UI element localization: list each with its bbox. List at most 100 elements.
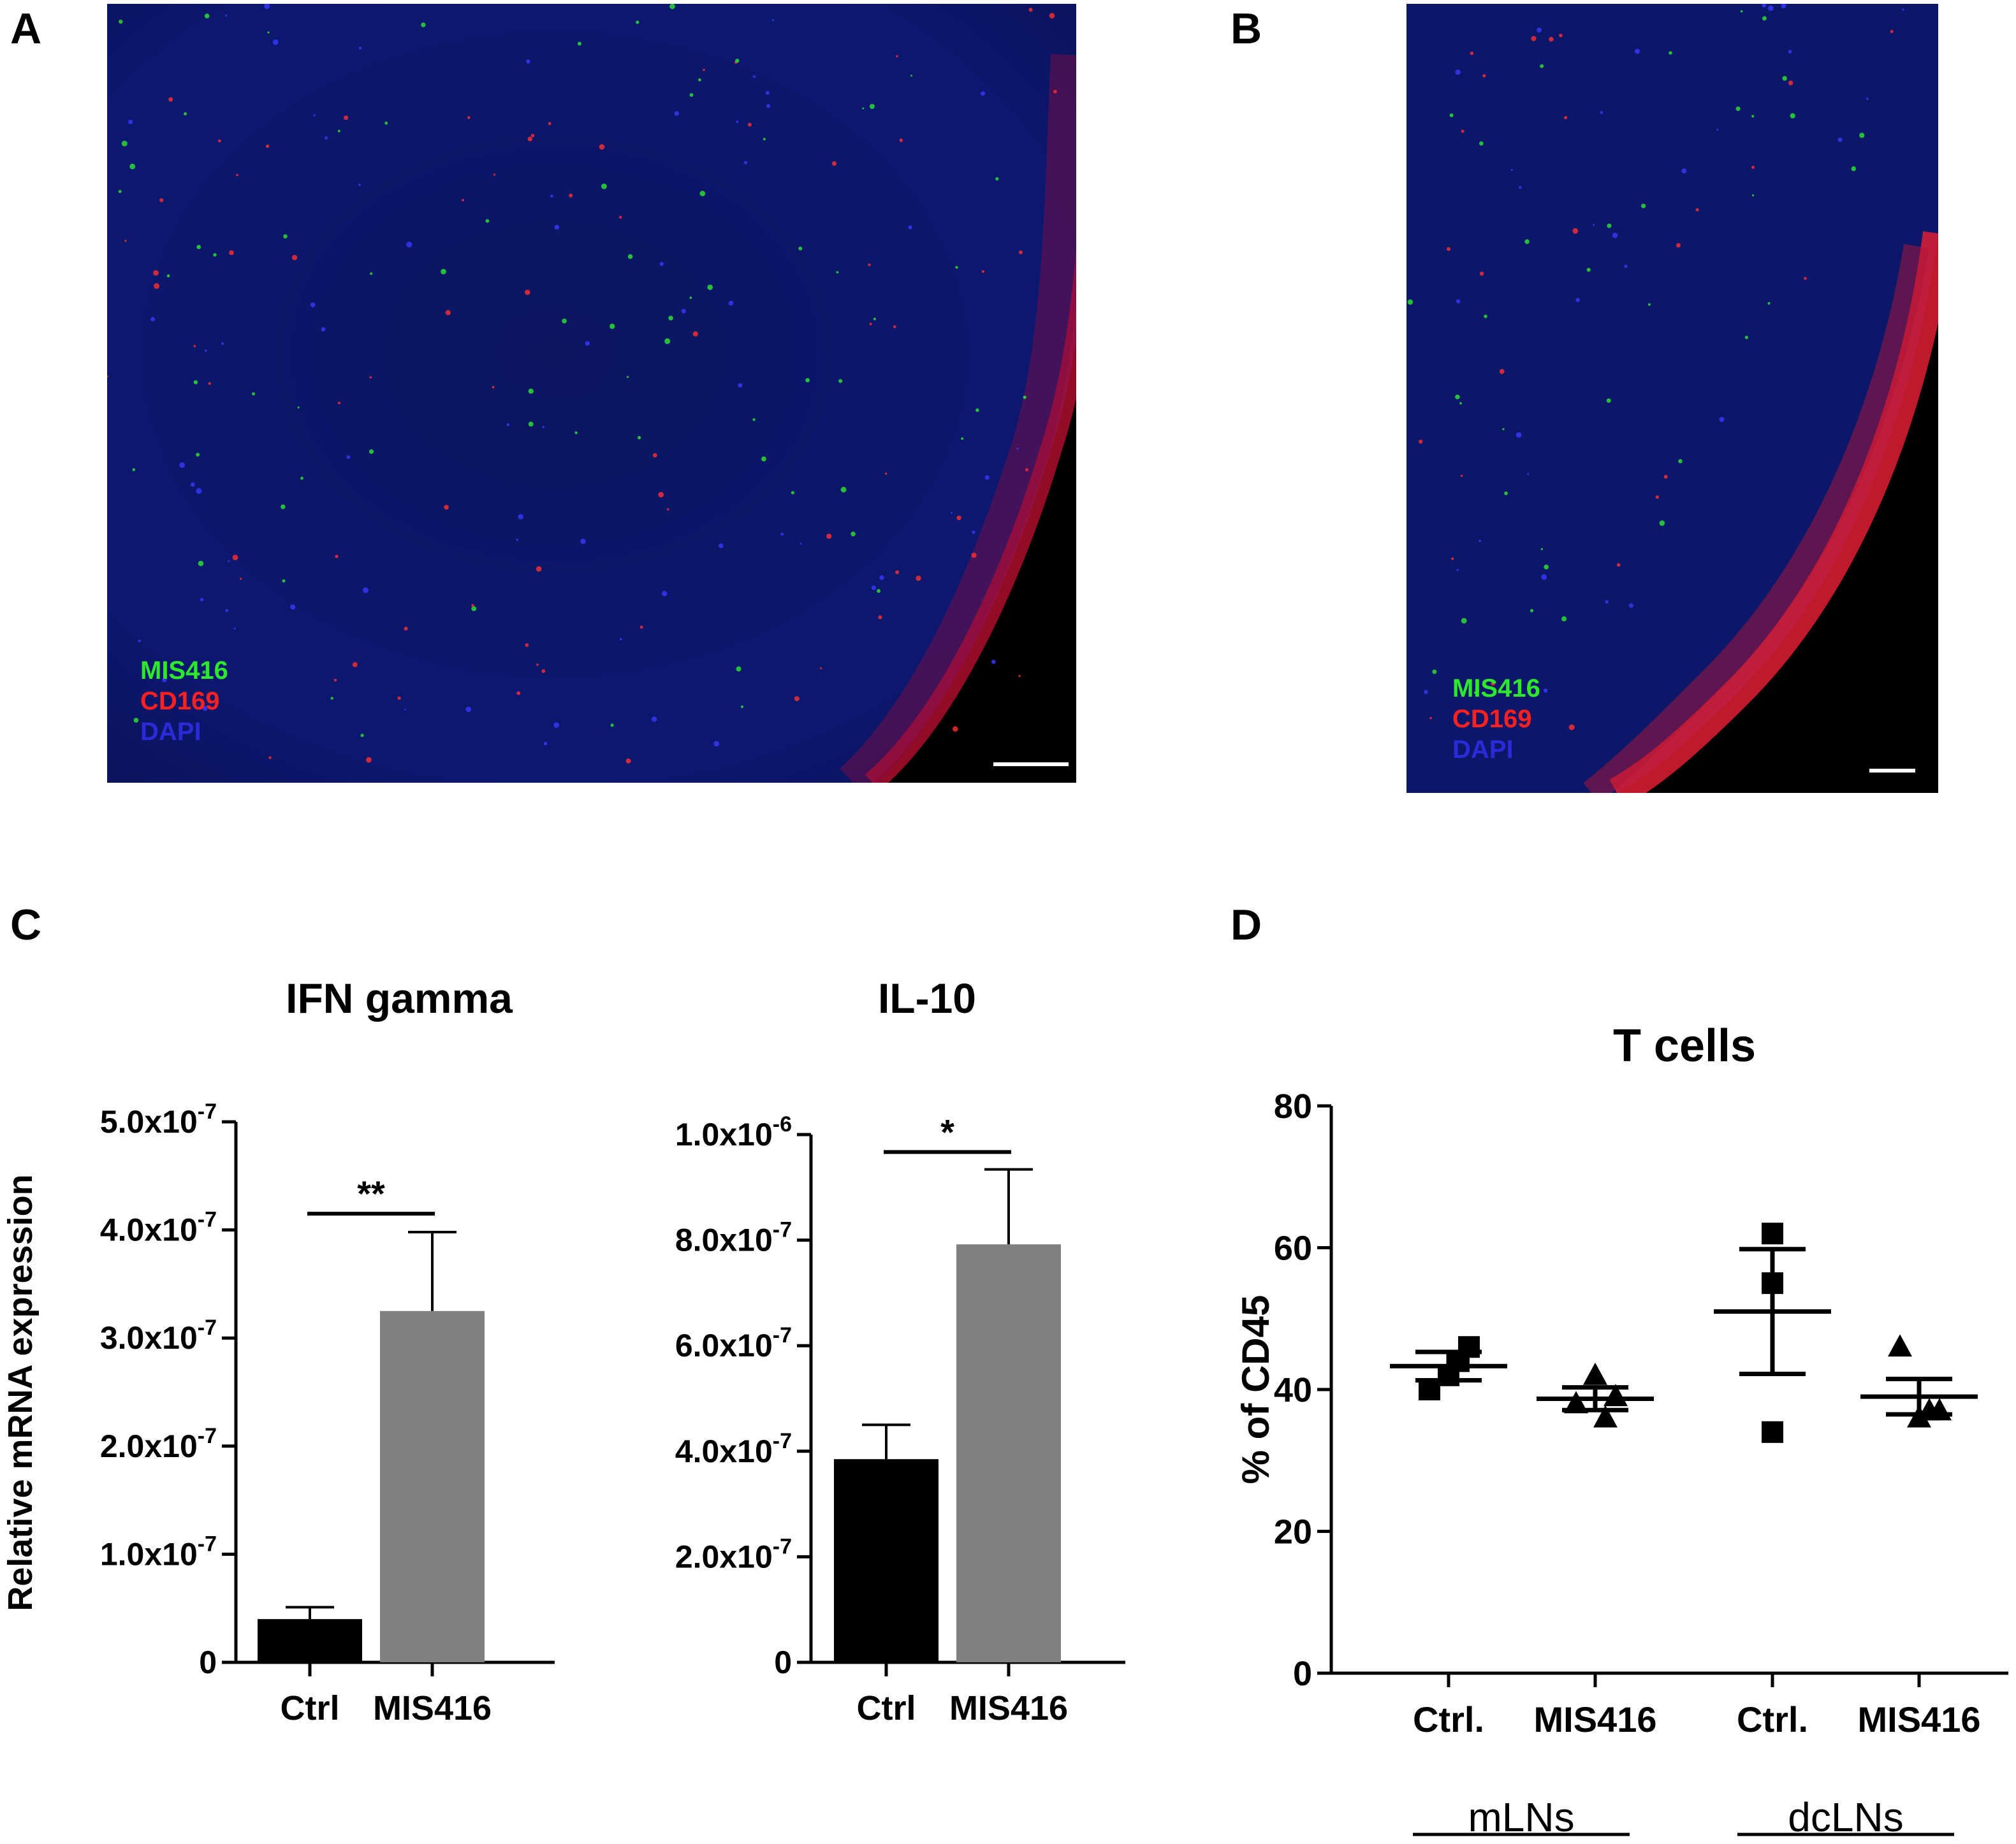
cell-dot [1782, 76, 1787, 81]
micrograph-b: MIS416 CD169 DAPI [1406, 4, 1938, 793]
cell-dot [536, 663, 539, 666]
cell-dot [208, 382, 211, 385]
y-tick-label: 4.0x10-7 [675, 1429, 792, 1469]
cell-dot [1804, 277, 1807, 280]
cell-dot [1788, 50, 1792, 54]
cell-dot [1681, 168, 1687, 173]
cell-dot [1491, 681, 1496, 686]
cell-dot [662, 591, 668, 597]
panel-letter-b: B [1231, 4, 1262, 53]
cell-dot [159, 198, 164, 203]
cell-dot [300, 476, 303, 480]
cell-dot [636, 20, 639, 24]
cell-dot [1544, 564, 1549, 570]
data-point-triangle [1583, 1362, 1607, 1385]
x-tick-label: Ctrl [281, 1689, 340, 1727]
cell-dot [465, 706, 471, 713]
cell-dot [196, 453, 200, 457]
cell-dot [1456, 299, 1461, 303]
cell-dot [297, 406, 300, 409]
legend-a-mis416: MIS416 [140, 657, 228, 685]
cell-dot [119, 19, 123, 24]
cell-dot [1499, 369, 1505, 374]
cell-dot [335, 555, 339, 558]
x-tick-label: MIS416 [949, 1689, 1068, 1727]
cell-dot [310, 302, 316, 307]
cell-dot [984, 475, 990, 480]
cell-dot [124, 240, 127, 242]
cell-dot [1890, 30, 1894, 33]
cell-dot [659, 261, 664, 266]
cell-dot [363, 587, 369, 593]
cell-dot [193, 345, 196, 347]
cell-dot [1616, 563, 1621, 567]
y-tick-label: 8.0x10-7 [675, 1218, 792, 1258]
cell-dot [180, 676, 182, 679]
panel-letter-a: A [10, 4, 42, 53]
y-tick-label: 60 [1274, 1230, 1312, 1268]
cell-dot [1543, 688, 1548, 693]
cell-dot [526, 59, 530, 64]
cell-dot [873, 317, 876, 321]
cell-dot [578, 41, 581, 46]
cell-dot [1600, 111, 1603, 114]
cell-dot [528, 421, 534, 427]
cell-dot [516, 691, 521, 695]
cell-dot [337, 402, 341, 405]
cell-dot [1768, 5, 1774, 11]
cell-dot [669, 4, 675, 10]
cell-dot [272, 39, 279, 45]
cell-dot [707, 284, 713, 291]
cell-dot [198, 560, 204, 567]
cell-dot [1455, 395, 1460, 400]
cell-dot [955, 266, 958, 269]
cell-dot [1519, 186, 1522, 189]
cell-dot [118, 189, 122, 193]
cell-dot [366, 757, 372, 763]
bar [956, 1244, 1061, 1662]
cell-dot [225, 14, 228, 17]
cell-dot [471, 606, 477, 611]
cell-dot [1524, 239, 1530, 244]
cell-dot [971, 553, 977, 558]
cell-dot [1902, 8, 1904, 11]
cell-dot [868, 263, 871, 266]
cell-dot [1762, 4, 1767, 8]
cell-dot [771, 19, 775, 22]
cell-dot [562, 318, 567, 324]
cell-dot [166, 274, 170, 278]
cell-dot [740, 705, 744, 708]
cell-dot [885, 472, 887, 475]
cell-dot [138, 639, 141, 642]
cell-dot [674, 111, 679, 116]
cell-dot [893, 325, 896, 328]
cell-dot [168, 97, 173, 102]
cell-dot [1663, 475, 1668, 479]
cell-dot [585, 341, 590, 346]
cell-dot [1744, 335, 1748, 340]
cell-dot [1586, 268, 1591, 272]
cell-dot [128, 119, 133, 124]
micrograph-a-image [107, 4, 1076, 783]
cell-dot [1449, 113, 1454, 117]
cell-dot [910, 75, 912, 77]
cell-dot [1781, 4, 1786, 9]
cell-dot [445, 310, 451, 316]
cell-dot [1564, 116, 1568, 120]
cell-dot [1549, 36, 1554, 42]
cell-dot [1790, 113, 1795, 119]
cell-dot [869, 323, 872, 326]
cell-dot [1018, 250, 1023, 254]
cell-dot [1053, 89, 1057, 94]
legend-a: MIS416 CD169 DAPI [140, 655, 228, 747]
cell-dot [129, 163, 136, 170]
cell-dot [1424, 690, 1428, 694]
scale-bar-a [993, 762, 1069, 766]
cell-dot [229, 250, 234, 256]
cell-dot [421, 22, 426, 27]
cell-dot [1537, 27, 1542, 33]
cell-dot [1479, 539, 1482, 542]
cell-dot [121, 140, 128, 147]
cell-dot [574, 431, 578, 435]
cell-dot [358, 47, 362, 50]
